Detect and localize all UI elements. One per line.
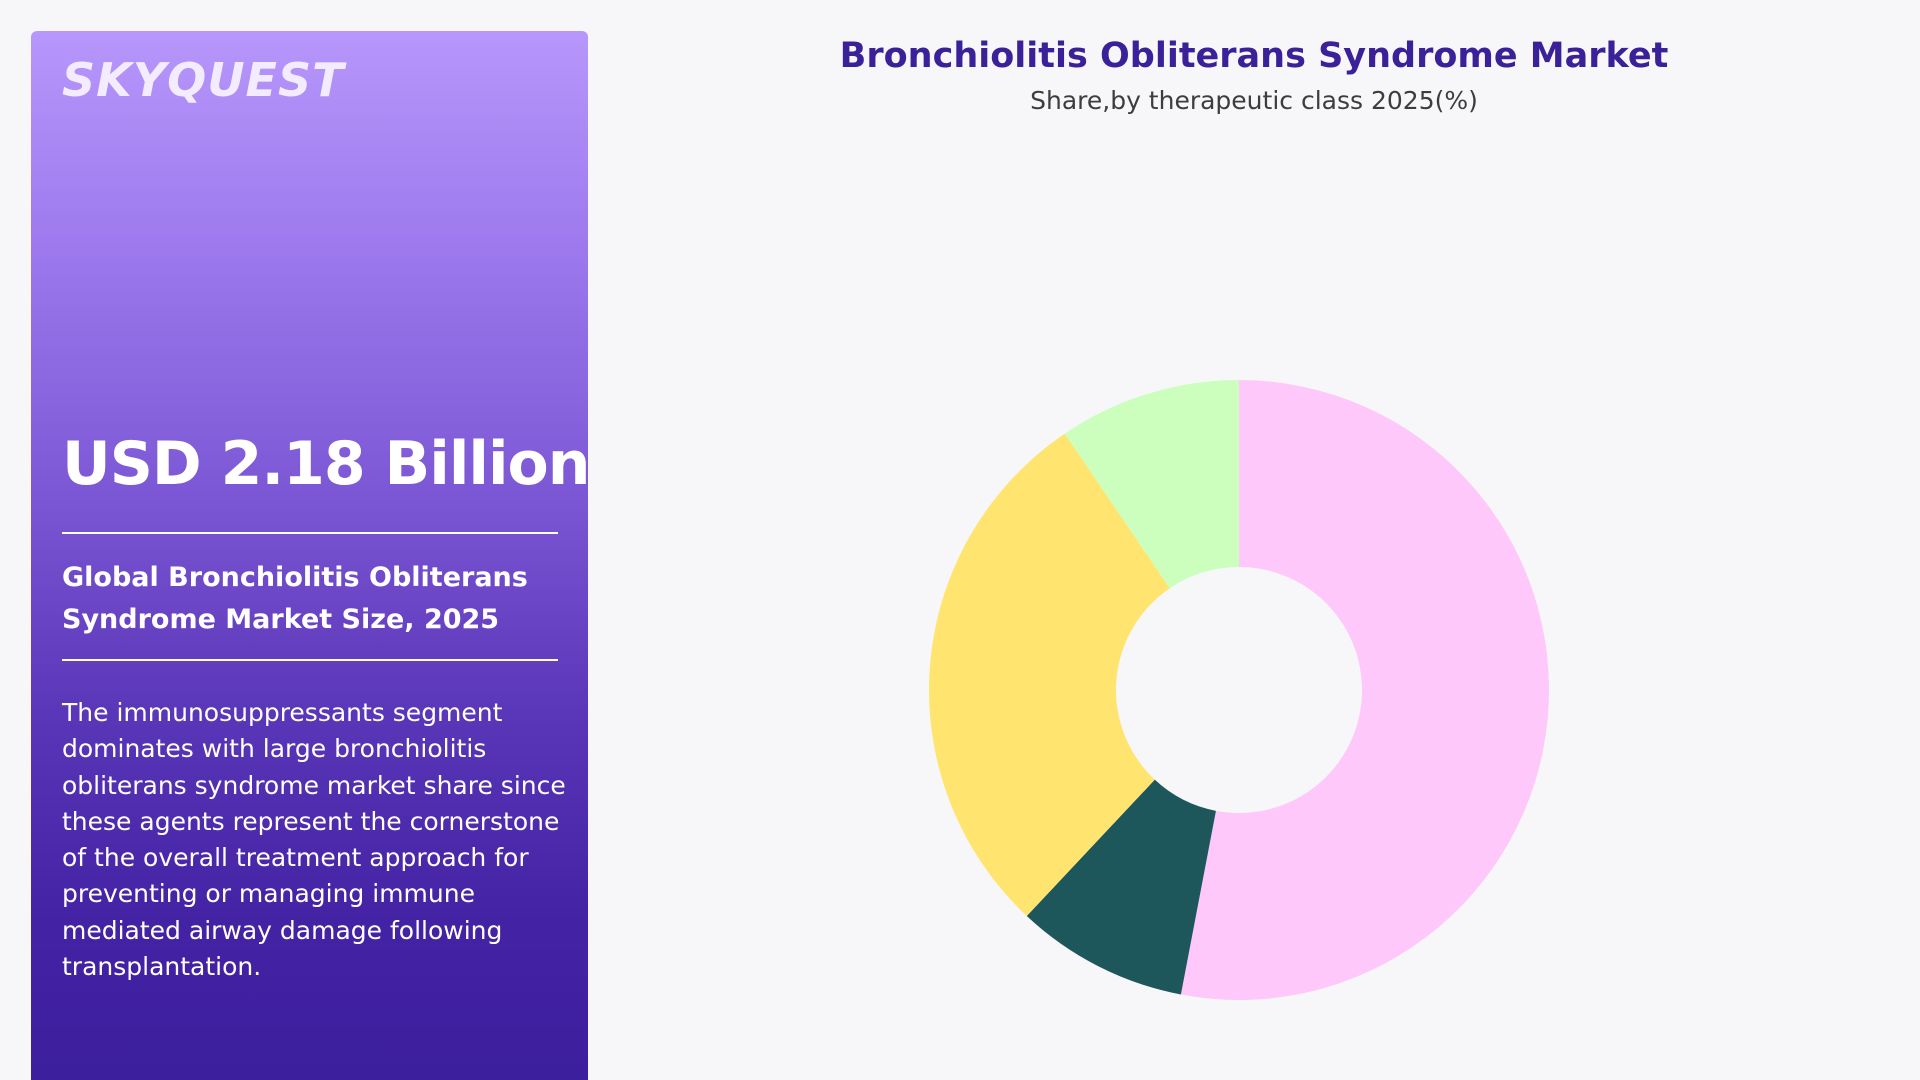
donut-slice-2 bbox=[1026, 779, 1216, 995]
donut-slice-4 bbox=[1064, 380, 1239, 589]
donut-slice-1 bbox=[1180, 380, 1549, 1000]
divider-top bbox=[62, 532, 558, 534]
skyquest-logo: SKYQUEST bbox=[62, 53, 345, 107]
market-size-title: Global Bronchiolitis Obliterans Syndrome… bbox=[62, 562, 528, 635]
segment-description: The immunosuppressants segment dominates… bbox=[62, 698, 566, 982]
donut-slice-3 bbox=[929, 433, 1170, 916]
market-value: USD 2.18 Billion bbox=[62, 429, 590, 499]
chart-subtitle: Share,by therapeutic class 2025(%) bbox=[1030, 86, 1478, 115]
divider-bottom bbox=[62, 659, 558, 661]
chart-title: Bronchiolitis Obliterans Syndrome Market bbox=[839, 36, 1669, 76]
summary-panel: SKYQUEST USD 2.18 Billion Global Bronchi… bbox=[31, 31, 590, 1080]
